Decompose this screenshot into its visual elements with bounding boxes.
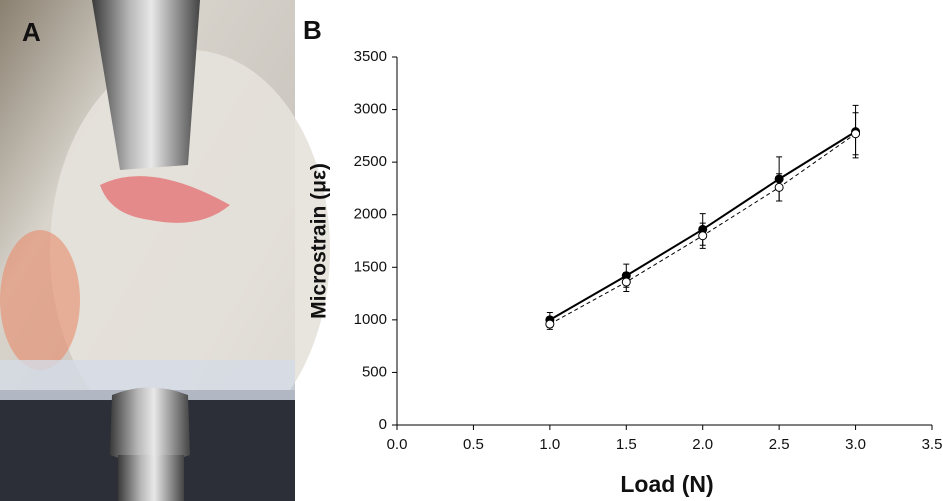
x-tick-label: 2.0 xyxy=(692,436,713,453)
point xyxy=(851,129,861,139)
x-axis-label: Load (N) xyxy=(620,471,713,497)
y-tick-label: 3000 xyxy=(354,101,387,118)
panel-label: A xyxy=(22,17,41,47)
panel-label: B xyxy=(303,15,322,45)
y-tick-label: 0 xyxy=(379,416,387,433)
x-tick-label: 2.5 xyxy=(769,436,790,453)
y-tick-label: 2500 xyxy=(354,153,387,170)
x-tick-label: 3.0 xyxy=(845,436,866,453)
x-tick-label: 0.0 xyxy=(387,436,408,453)
x-tick-label: 0.5 xyxy=(463,436,484,453)
y-tick-label: 1000 xyxy=(354,311,387,328)
y-axis-label: Microstrain (με) xyxy=(308,163,331,319)
point xyxy=(698,231,708,241)
point xyxy=(774,174,784,184)
point xyxy=(545,319,555,329)
photo: A xyxy=(0,0,330,501)
x-tick-label: 1.5 xyxy=(616,436,637,453)
x-tick-label: 1.0 xyxy=(539,436,560,453)
y-tick-label: 2000 xyxy=(354,206,387,223)
y-tick-label: 3500 xyxy=(354,48,387,65)
y-tick-label: 500 xyxy=(362,363,387,380)
y-tick-label: 1500 xyxy=(354,258,387,275)
x-tick-label: 3.5 xyxy=(922,436,943,453)
point xyxy=(621,277,631,287)
point xyxy=(774,182,784,192)
